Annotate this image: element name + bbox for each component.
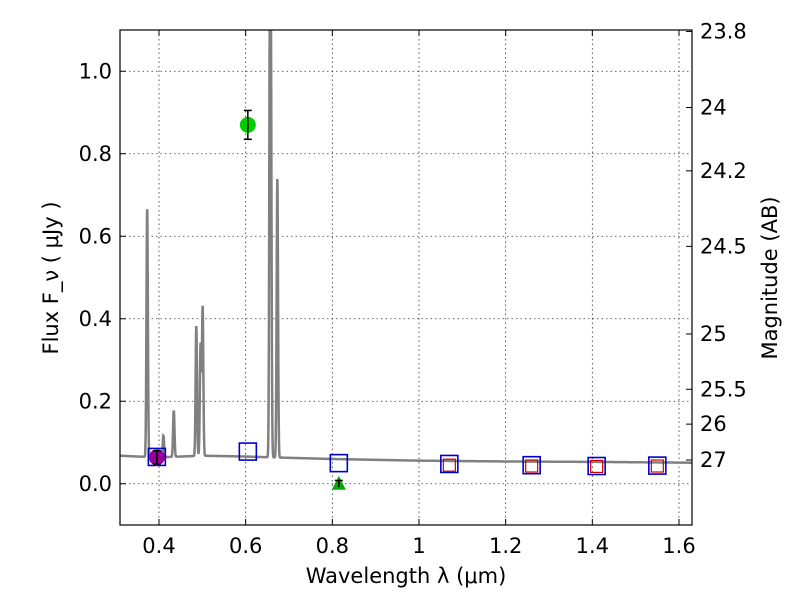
x-tick-label: 0.6: [229, 534, 262, 558]
magnitude-tick-label: 24.5: [700, 234, 747, 258]
x-tick-label: 0.4: [142, 534, 175, 558]
y-tick-label: 0.4: [79, 307, 112, 331]
magnitude-tick-label: 26: [700, 412, 727, 436]
model-photometry-square: [147, 447, 167, 467]
model-photometry-square: [522, 455, 541, 475]
x-tick-label: 1: [412, 534, 425, 558]
magnitude-tick-label: 25.5: [700, 377, 747, 401]
x-tick-label: 0.8: [316, 534, 349, 558]
y-tick-label: 0.6: [79, 224, 112, 248]
x-tick-label: 1.4: [576, 534, 609, 558]
spectrum-layer: [120, 30, 692, 464]
grid-layer: [120, 30, 692, 525]
model-photometry-square: [238, 442, 258, 461]
x-axis-label: Wavelength λ (μm): [306, 564, 507, 588]
magnitude-axis-label: Magnitude (AB): [758, 196, 782, 359]
points-layer: [147, 109, 667, 490]
model-photometry-square: [587, 456, 606, 476]
secondary-photometry-square: [525, 459, 539, 473]
magnitude-tick-label: 24.2: [700, 159, 747, 183]
secondary-photometry-square: [442, 458, 456, 472]
y-axis-label: Flux F_ν ( μJy ): [39, 201, 64, 354]
x-tick-label: 1.2: [489, 534, 522, 558]
y-tick-label: 1.0: [79, 59, 112, 83]
y-axis: 0.0 0.2 0.4 0.6 0.8 1.0: [79, 59, 126, 496]
plot-frame: [119, 29, 693, 526]
x-tick-label: 1.6: [662, 534, 695, 558]
magnitude-tick-label: 23.8: [700, 19, 747, 43]
model-photometry-square: [440, 454, 459, 474]
magnitude-tick-label: 27: [700, 448, 727, 472]
y-tick-label: 0.2: [79, 389, 112, 413]
magnitude-tick-label: 25: [700, 322, 727, 346]
y-tick-label: 0.8: [79, 142, 112, 166]
model-spectrum-line: [120, 30, 692, 464]
magnitude-axis: 23.8 24 24.2 24.5 25 25.5 26 27: [686, 19, 747, 472]
secondary-photometry-square: [650, 459, 664, 473]
secondary-photometry-square: [590, 459, 604, 474]
y-tick-label: 0.0: [79, 472, 112, 496]
model-photometry-square: [329, 453, 349, 473]
magnitude-tick-label: 24: [700, 96, 727, 120]
x-axis: 0.4 0.6 0.8 1 1.2 1.4 1.6: [142, 30, 696, 558]
model-photometry-square: [648, 456, 667, 475]
